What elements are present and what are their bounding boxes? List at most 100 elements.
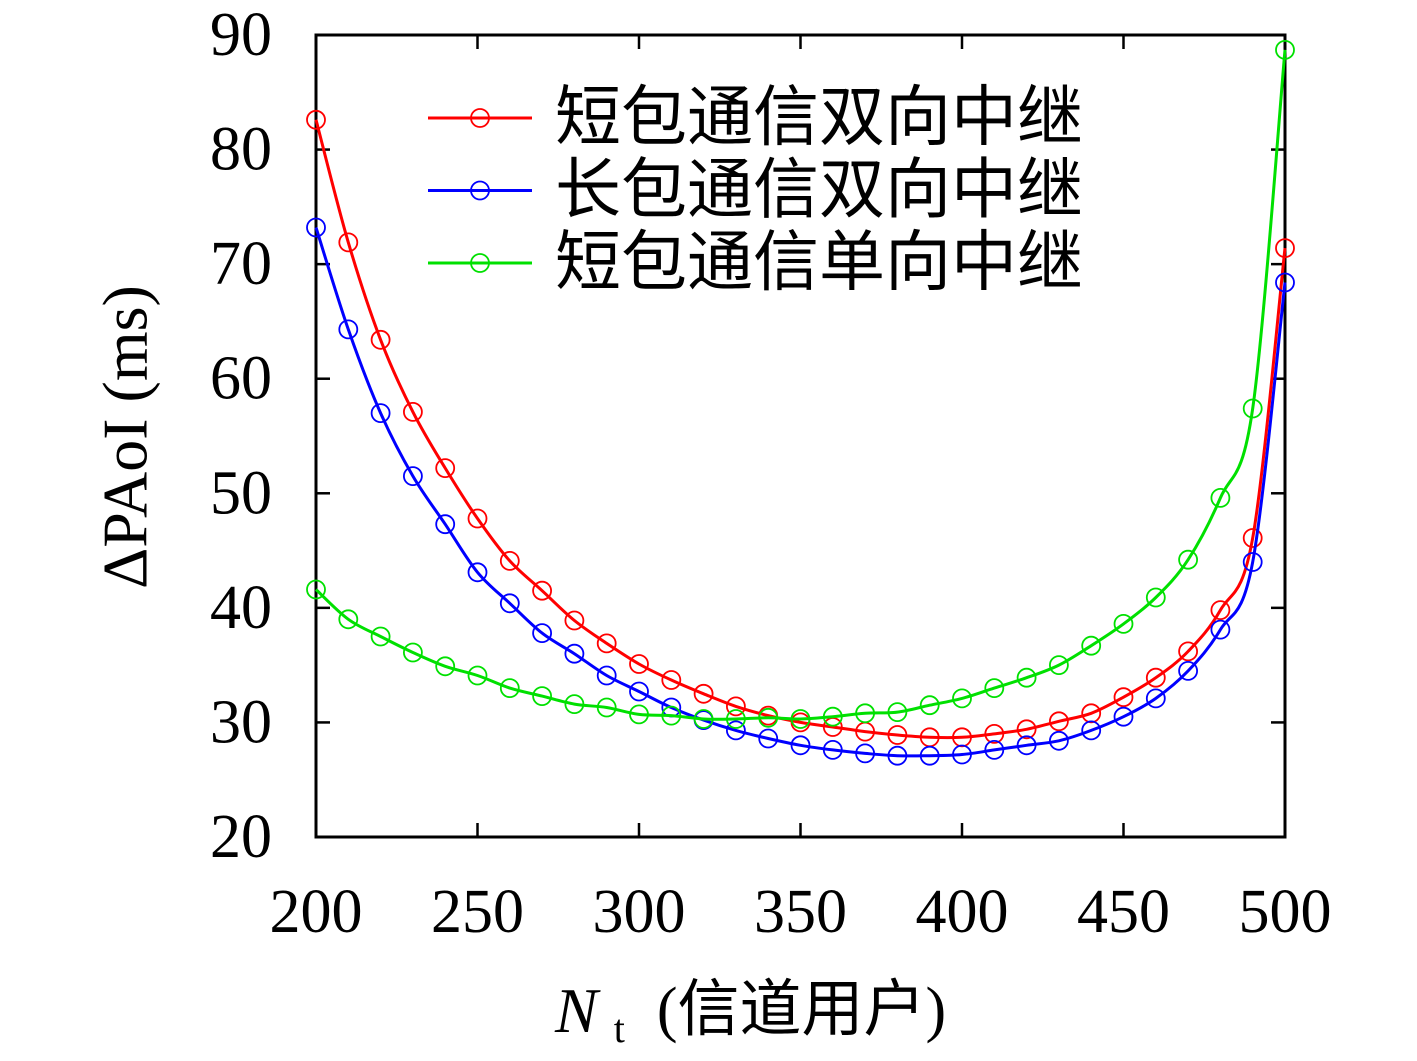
- y-axis-label: ΔPAoI (ms): [90, 285, 161, 589]
- y-tick-label: 50: [210, 459, 272, 527]
- series-1-point: [499, 551, 520, 571]
- series-2-point: [1049, 730, 1069, 751]
- x-axis-label-unit: (信道用户): [657, 976, 946, 1044]
- series-1-line: [314, 119, 1287, 740]
- series-2-point: [338, 319, 359, 340]
- series-2-point: [1275, 272, 1295, 293]
- series-3-point: [758, 707, 779, 728]
- series-2-point: [1016, 735, 1037, 756]
- series-1-point: [596, 633, 617, 654]
- series-1-point: [467, 508, 488, 529]
- x-tick-label: 350: [754, 878, 847, 946]
- series-3-point: [1081, 635, 1102, 656]
- series-3-point: [693, 709, 714, 729]
- series-3-point: [1242, 398, 1263, 419]
- series-3-point: [952, 688, 972, 709]
- series-3-point: [338, 609, 359, 630]
- series-3-point: [887, 702, 908, 722]
- series-1-point: [726, 696, 746, 717]
- y-tick-label: 90: [210, 1, 272, 69]
- series-2-point: [726, 720, 746, 741]
- series-3-point: [564, 694, 585, 714]
- x-tick-label: 300: [593, 878, 686, 946]
- x-tick-label: 200: [270, 878, 363, 946]
- series-2-point: [919, 745, 940, 766]
- series-2-point: [952, 744, 972, 765]
- x-tick-label: 450: [1077, 878, 1170, 946]
- series-3-point: [402, 642, 423, 663]
- series-2-point: [1145, 688, 1166, 709]
- series-3-point: [532, 686, 552, 706]
- y-tick-label: 30: [210, 688, 272, 756]
- series-2-point: [822, 740, 843, 760]
- legend-marker: [470, 253, 490, 273]
- x-tick-label: 500: [1239, 878, 1332, 946]
- series-1-point: [1210, 600, 1231, 620]
- series-1-point: [1178, 641, 1198, 662]
- series-3-point: [1145, 587, 1166, 608]
- y-tick-label: 60: [210, 345, 272, 413]
- series-3-point: [726, 709, 746, 729]
- legend-label: 短包通信双向中继: [555, 82, 1083, 155]
- x-axis-label: N t (信道用户): [554, 975, 946, 1061]
- series-1-point: [1049, 711, 1069, 732]
- series-1-point: [661, 670, 682, 690]
- axis-tick-labels: 200 250 300 350 400 450 500 20 30 40 50 60 70 80 90: [210, 1, 1332, 946]
- series-2-point: [467, 562, 488, 583]
- series-1-point: [306, 109, 326, 130]
- legend-label: 长包通信双向中继: [555, 154, 1083, 227]
- x-tick-label: 250: [431, 878, 524, 946]
- legend-label: 短包通信单向中继: [555, 227, 1083, 300]
- legend-item: 短包通信单向中继: [428, 227, 1083, 300]
- legend-marker: [470, 108, 490, 128]
- series-2-point: [1113, 706, 1134, 727]
- legend-item: 长包通信双向中继: [428, 154, 1083, 227]
- series-1-point: [887, 725, 908, 745]
- series-1-point: [1016, 719, 1037, 740]
- series-3-point: [1049, 655, 1069, 675]
- series-2-line: [314, 227, 1287, 758]
- series-3-point: [467, 665, 488, 686]
- series-3-point: [984, 678, 1005, 698]
- series-2-point: [758, 728, 779, 749]
- series-1-point: [532, 580, 552, 601]
- series-1-point: [338, 232, 359, 253]
- x-tick-label: 400: [916, 878, 1009, 946]
- y-tick-label: 40: [210, 574, 272, 642]
- series-2-point: [370, 403, 391, 424]
- series-2-point: [596, 665, 617, 686]
- y-tick-label: 20: [210, 803, 272, 871]
- series-1-point: [435, 458, 456, 479]
- series-1-point: [370, 329, 391, 350]
- series-3-point: [629, 704, 649, 725]
- series-2-point: [1081, 720, 1102, 741]
- y-tick-label: 70: [210, 230, 272, 298]
- series-3-point: [1178, 549, 1198, 570]
- series-3-point: [790, 709, 811, 729]
- series-1-point: [402, 401, 423, 422]
- series-3-point: [1113, 614, 1134, 634]
- series-2-point: [629, 681, 649, 702]
- series-1-point: [1275, 238, 1295, 259]
- series-layer: [306, 40, 1295, 766]
- series-2-point: [435, 514, 456, 535]
- x-axis-label-variable: N: [554, 975, 601, 1046]
- series-1-point: [1113, 687, 1134, 708]
- series-2-point: [1242, 552, 1263, 572]
- series-3-point: [499, 678, 520, 698]
- series-3-point: [435, 656, 456, 677]
- y-tick-label: 80: [210, 116, 272, 184]
- series-3-point: [1275, 40, 1295, 60]
- series-3-point: [661, 705, 682, 726]
- series-2-point: [306, 217, 326, 238]
- series-3-point: [1210, 487, 1231, 508]
- series-1-point: [984, 724, 1005, 744]
- series-2-point: [532, 623, 552, 643]
- series-2-point: [402, 466, 423, 487]
- series-3-point: [822, 706, 843, 727]
- series-1-point: [693, 683, 714, 704]
- series-3-point: [855, 703, 875, 724]
